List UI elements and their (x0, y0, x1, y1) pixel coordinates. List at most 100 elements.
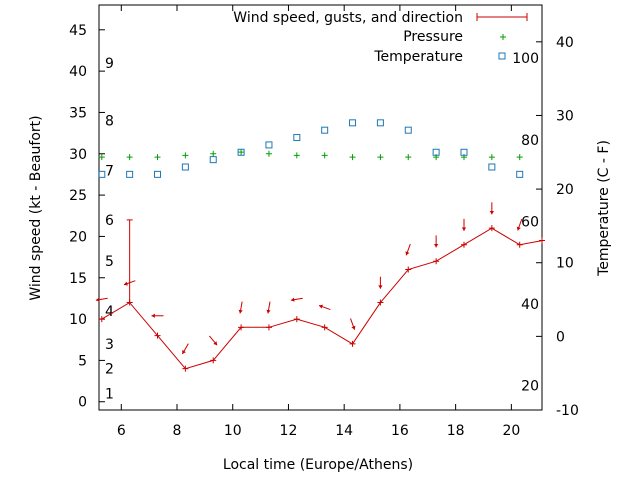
wind-direction-arrowhead (319, 304, 323, 309)
pressure-point (293, 152, 300, 159)
beaufort-label: 1 (105, 386, 114, 402)
beaufort-label: 4 (105, 304, 114, 320)
temperature-point (154, 170, 162, 178)
temperature-point (321, 126, 329, 134)
y-tick-label: 40 (69, 64, 87, 80)
legend-label-wind: Wind speed, gusts, and direction (233, 10, 463, 26)
wind-direction-arrowhead (351, 325, 356, 330)
temperature-point (126, 170, 134, 178)
x-tick-label: 18 (447, 423, 465, 439)
y-tick-label: 30 (69, 147, 87, 163)
y2-tick-label: -10 (556, 403, 579, 419)
beaufort-label: 9 (105, 56, 114, 72)
x-tick-label: 6 (117, 423, 126, 439)
pressure-point (210, 150, 217, 157)
y-tick-label: 20 (69, 229, 87, 245)
wind-direction-arrowhead (378, 285, 383, 289)
y-axis-label: Wind speed (kt - Beaufort) (28, 115, 44, 300)
y2-tick-label: 0 (556, 329, 565, 345)
fahrenheit-label: 20 (521, 379, 539, 395)
wind-direction-arrowhead (151, 313, 155, 318)
y-tick-label: 0 (78, 395, 87, 411)
temperature-point (293, 134, 301, 142)
temperature-point (432, 148, 440, 156)
legend-label-temperature: Temperature (373, 49, 463, 65)
x-tick-label: 20 (502, 423, 520, 439)
wind-speed-point (349, 340, 356, 347)
wind-speed-point (488, 225, 495, 232)
wind-speed-point (460, 241, 467, 248)
temperature-point (488, 163, 496, 171)
wind-direction-arrowhead (124, 281, 128, 286)
pressure-point (126, 154, 133, 161)
wind-direction-arrowhead (290, 297, 295, 302)
temperature-point (98, 170, 106, 178)
y2-axis-label: Temperature (C - F) (596, 140, 612, 277)
wind-speed-point (238, 324, 245, 331)
pressure-point (154, 154, 161, 161)
pressure-point (238, 149, 245, 156)
legend-swatch-pressure (500, 34, 506, 40)
y2-tick-label: 30 (556, 108, 574, 124)
legend-swatch-temperature (498, 52, 506, 60)
pressure-point (488, 154, 495, 161)
wind-direction-arrowhead (489, 210, 494, 215)
beaufort-label: 6 (105, 213, 114, 229)
x-axis-label: Local time (Europe/Athens) (223, 457, 413, 473)
beaufort-label: 8 (105, 114, 114, 130)
pressure-point (516, 154, 523, 161)
plot-frame (98, 4, 543, 411)
y2-tick-label: 40 (556, 35, 574, 51)
temperature-point (404, 126, 412, 134)
wind-direction-arrowhead (95, 297, 100, 302)
temperature-point (349, 119, 357, 127)
y2-tick-label: 10 (556, 256, 574, 272)
wind-speed-point (210, 357, 217, 364)
wind-speed-point (433, 258, 440, 265)
wind-direction-arrowhead (182, 350, 186, 355)
temperature-point (376, 119, 384, 127)
wind-speed-point (182, 365, 189, 372)
beaufort-label: 2 (105, 362, 114, 378)
x-tick-label: 16 (391, 423, 409, 439)
y-tick-label: 5 (78, 353, 87, 369)
wind-direction-arrowhead (238, 309, 243, 314)
wind-speed-point (321, 324, 328, 331)
y2-tick-label: 20 (556, 182, 574, 198)
wind-direction-arrowhead (405, 251, 410, 256)
x-tick-label: 10 (224, 423, 242, 439)
pressure-point (265, 150, 272, 157)
x-tick-label: 12 (280, 423, 298, 439)
fahrenheit-label: 40 (521, 297, 539, 313)
temperature-point (209, 156, 217, 164)
wind-speed-line (101, 227, 543, 370)
fahrenheit-label: 80 (521, 133, 539, 149)
wind-direction-arrowhead (461, 227, 467, 231)
y-tick-label: 35 (69, 105, 87, 121)
temperature-point (460, 148, 468, 156)
y-tick-label: 25 (69, 188, 87, 204)
temperature-point (181, 163, 189, 171)
beaufort-label: 7 (105, 163, 114, 179)
temperature-point (516, 170, 524, 178)
fahrenheit-label: 60 (521, 214, 539, 230)
wind-direction-arrowhead (213, 341, 218, 346)
x-tick-label: 8 (173, 423, 182, 439)
beaufort-label: 5 (105, 254, 114, 270)
wind-speed-point (98, 316, 105, 323)
wind-speed-point (265, 324, 272, 331)
wind-direction-arrowhead (516, 226, 521, 231)
wind-direction-arrowhead (433, 244, 439, 248)
wind-speed-point (516, 241, 523, 248)
pressure-point (98, 154, 105, 161)
fahrenheit-label: 100 (512, 51, 539, 67)
y-tick-label: 45 (69, 23, 87, 39)
y-tick-label: 10 (69, 312, 87, 328)
temperature-point (237, 148, 245, 156)
pressure-point (405, 154, 412, 161)
pressure-point (377, 154, 384, 161)
pressure-point (321, 152, 328, 159)
wind-speed-point (539, 237, 545, 244)
x-tick-label: 14 (335, 423, 353, 439)
